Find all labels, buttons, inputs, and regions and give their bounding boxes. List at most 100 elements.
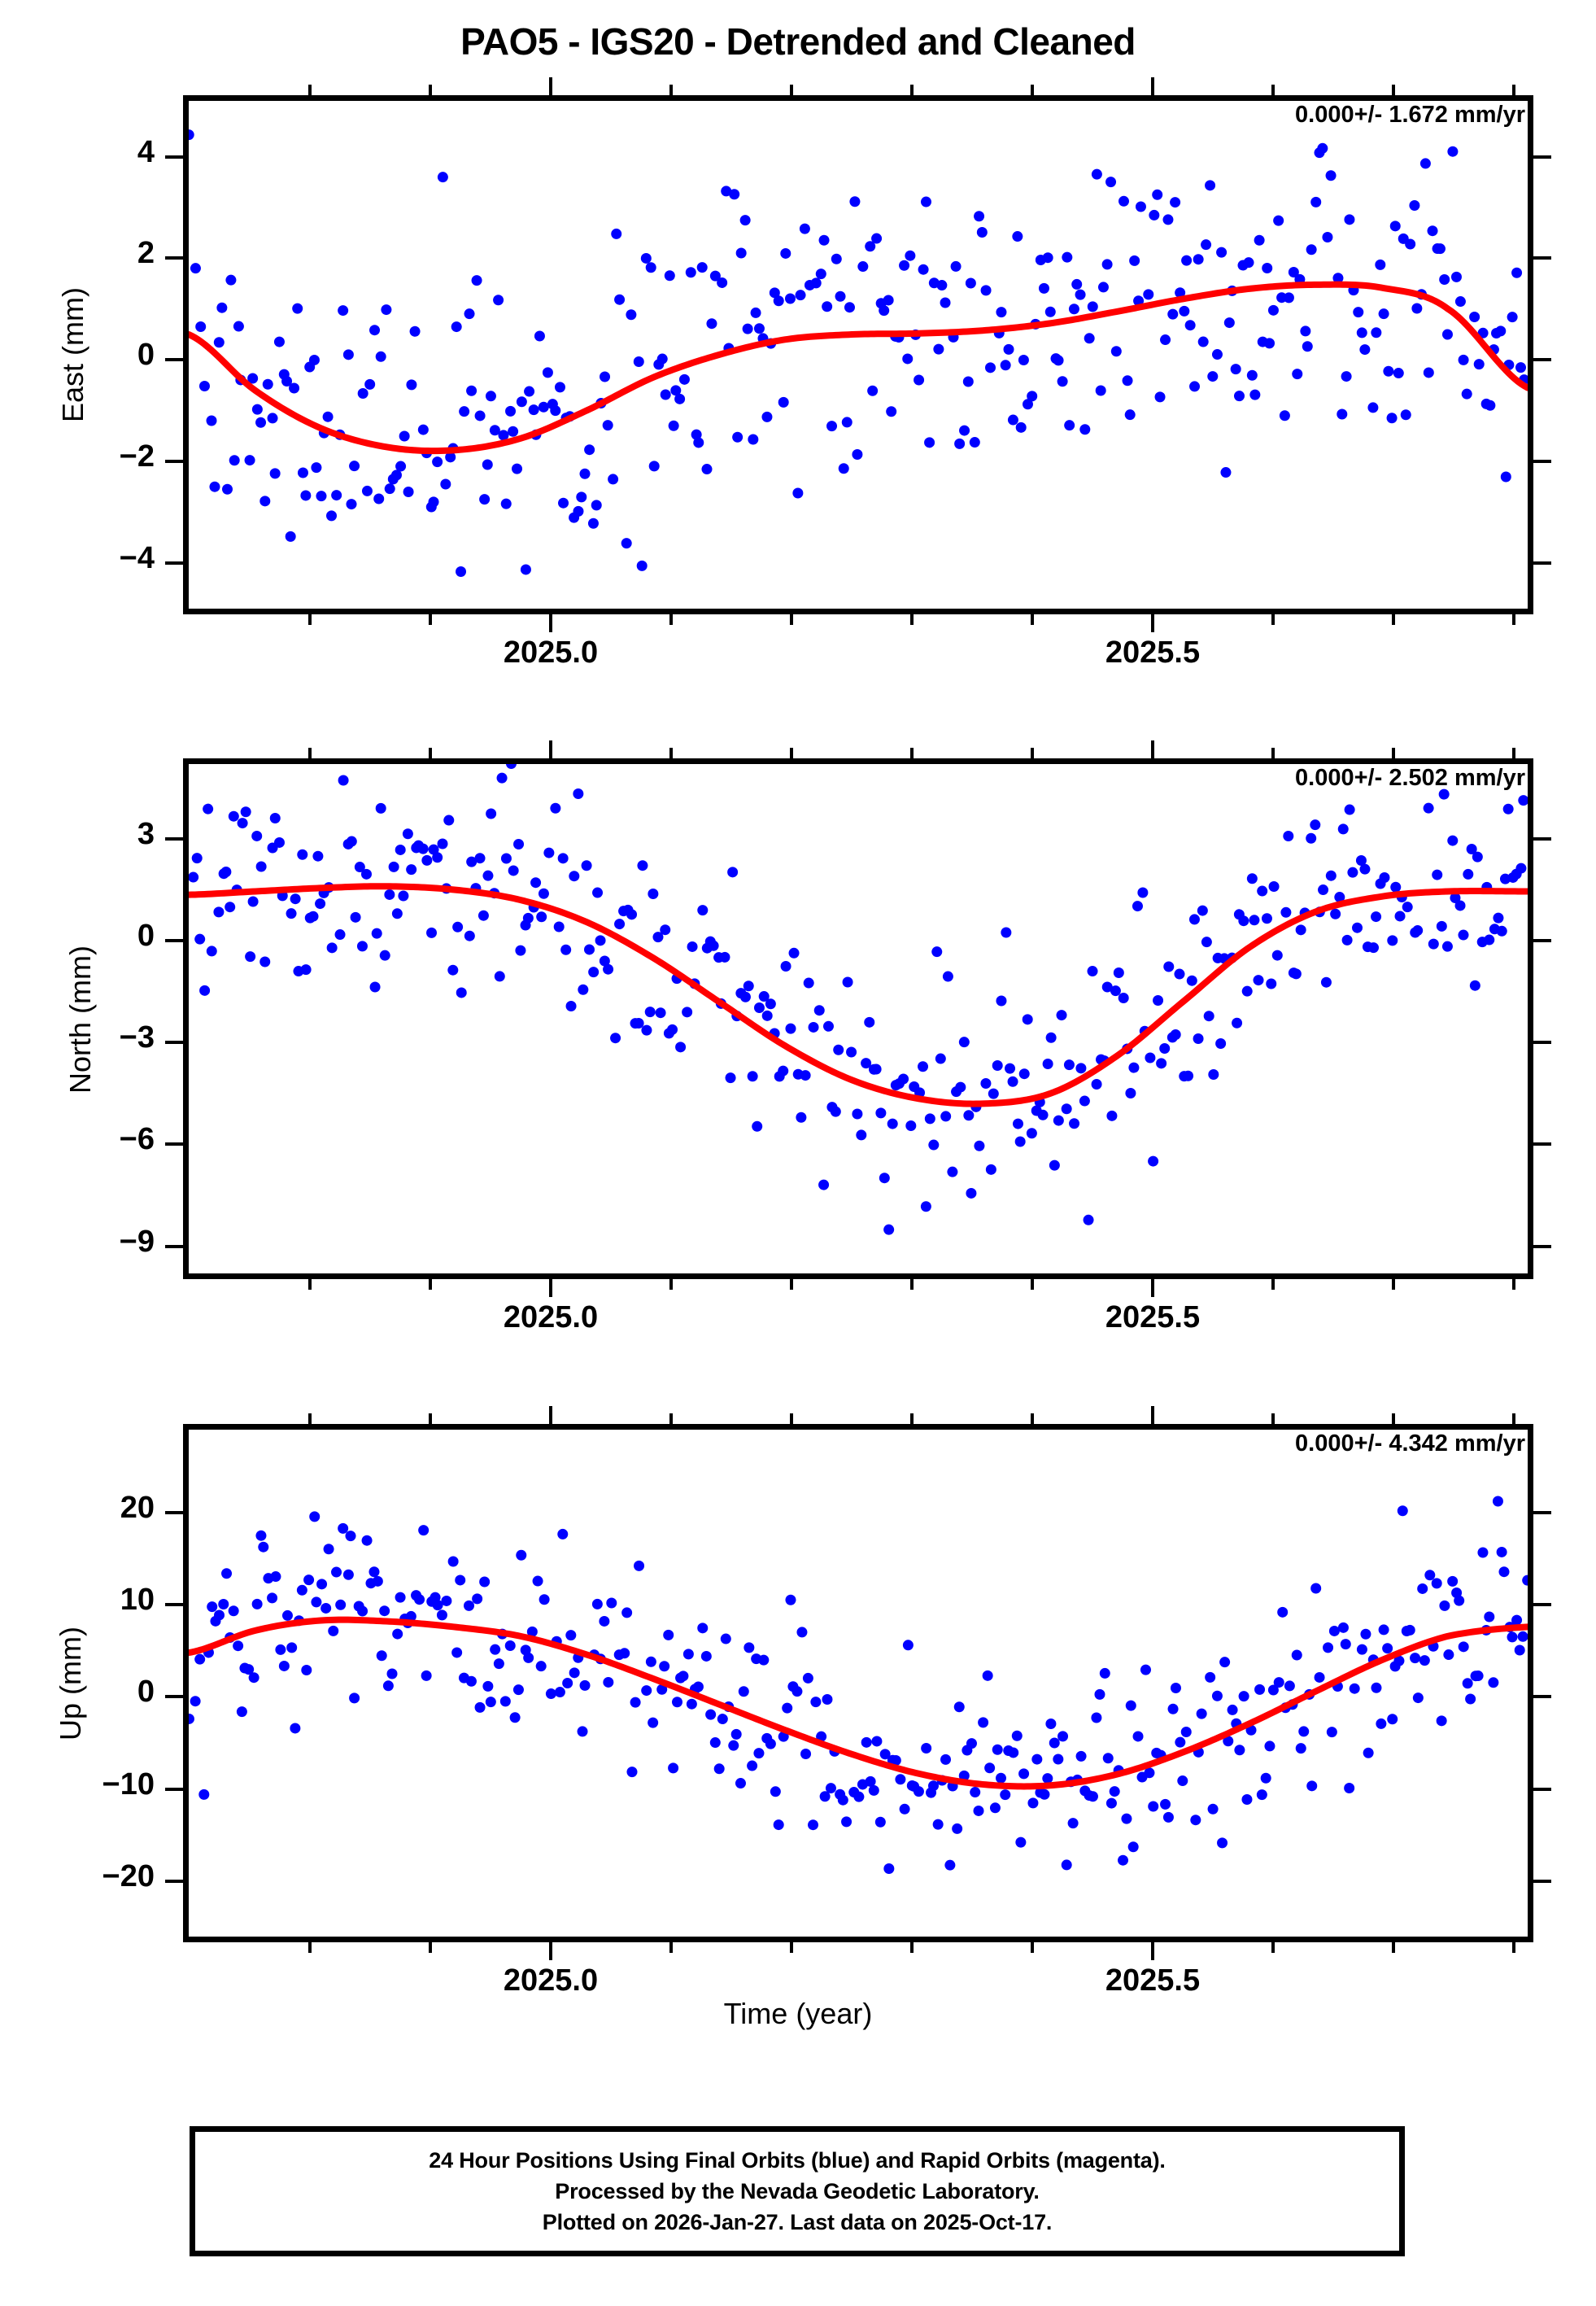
data-point: [796, 1112, 807, 1123]
data-point: [1121, 1813, 1132, 1824]
data-point: [810, 277, 822, 289]
data-point: [700, 1650, 712, 1662]
data-point: [1039, 1788, 1050, 1800]
data-point: [225, 274, 237, 286]
data-point: [1061, 1103, 1072, 1115]
x-minor-tick-top: [429, 748, 432, 758]
data-point: [504, 1640, 516, 1651]
data-point: [687, 941, 698, 952]
data-point: [1409, 200, 1420, 211]
data-point: [588, 967, 600, 978]
data-point: [538, 401, 549, 413]
data-point: [887, 1118, 898, 1129]
data-point: [349, 461, 360, 472]
x-minor-tick: [1512, 614, 1515, 625]
y-major-tick: [165, 1603, 183, 1606]
y-tick-label: −4: [119, 540, 155, 575]
x-minor-tick: [1271, 1279, 1275, 1290]
data-point: [913, 1786, 924, 1797]
x-minor-tick-top: [1271, 1413, 1275, 1424]
data-point: [569, 871, 580, 882]
data-point: [980, 285, 992, 296]
data-point: [1087, 966, 1098, 977]
data-point: [959, 425, 970, 436]
x-tick-label: 2025.5: [1105, 1963, 1201, 1998]
data-point: [1496, 1546, 1507, 1557]
data-point: [346, 836, 357, 847]
data-point: [1271, 950, 1283, 961]
data-point: [1015, 421, 1027, 433]
data-point: [1295, 924, 1306, 936]
data-point: [773, 295, 784, 307]
x-minor-tick: [669, 1279, 673, 1290]
data-point: [474, 1701, 486, 1713]
data-point: [610, 1033, 621, 1044]
data-point: [606, 1597, 617, 1609]
data-point: [216, 302, 228, 313]
y-major-tick-right: [1533, 1511, 1551, 1514]
data-point: [338, 305, 349, 317]
y-tick-label: 3: [137, 816, 155, 851]
data-point: [440, 478, 451, 490]
data-point: [902, 1640, 914, 1651]
x-minor-tick: [429, 614, 432, 625]
data-point: [706, 318, 717, 330]
data-point: [248, 1672, 259, 1684]
data-point: [626, 1767, 638, 1778]
data-point: [810, 1697, 822, 1708]
data-point: [1193, 1033, 1204, 1045]
data-point: [1515, 362, 1526, 373]
data-point: [209, 481, 220, 492]
data-point: [995, 1772, 1006, 1784]
data-point: [920, 1201, 931, 1212]
data-point: [308, 354, 320, 365]
data-point: [565, 1001, 577, 1011]
data-point: [591, 1598, 603, 1609]
data-point: [603, 1676, 614, 1688]
data-point: [1507, 1631, 1518, 1643]
data-point: [406, 864, 417, 876]
data-point: [331, 1566, 342, 1578]
data-point: [335, 1599, 347, 1610]
data-point: [1514, 1644, 1525, 1656]
data-point: [536, 911, 547, 923]
data-point: [709, 270, 721, 282]
data-point: [1105, 1797, 1117, 1809]
data-point: [516, 1549, 527, 1561]
data-point: [386, 1668, 398, 1679]
data-point: [799, 223, 810, 234]
data-point: [785, 1594, 796, 1605]
panel-up-frame: [183, 1424, 1533, 1942]
data-point: [614, 294, 626, 305]
data-point: [1267, 1684, 1279, 1696]
data-point: [950, 260, 962, 272]
data-point: [513, 839, 525, 849]
data-point: [406, 379, 417, 391]
data-point: [996, 307, 1007, 318]
data-point: [360, 868, 372, 880]
data-point: [996, 995, 1007, 1007]
data-point: [1109, 1786, 1120, 1797]
y-major-tick: [165, 1880, 183, 1883]
data-point: [952, 1823, 963, 1834]
data-point: [1273, 1677, 1284, 1688]
data-point: [1295, 1743, 1306, 1754]
data-point: [1135, 201, 1146, 212]
data-point: [535, 1661, 547, 1672]
y-major-tick-right: [1533, 1880, 1551, 1883]
data-point: [697, 1622, 709, 1634]
data-point: [522, 912, 534, 924]
data-point: [966, 1187, 977, 1199]
data-point: [1405, 238, 1416, 250]
data-point: [1469, 312, 1480, 323]
x-major-tick: [1151, 614, 1154, 632]
data-point: [189, 129, 194, 141]
data-point: [1300, 325, 1311, 337]
data-point: [1045, 1719, 1057, 1730]
data-point: [1249, 915, 1260, 926]
data-point: [300, 964, 312, 976]
data-point: [417, 424, 429, 435]
data-point: [1095, 385, 1106, 396]
data-point: [445, 452, 456, 463]
data-point: [955, 1081, 966, 1093]
